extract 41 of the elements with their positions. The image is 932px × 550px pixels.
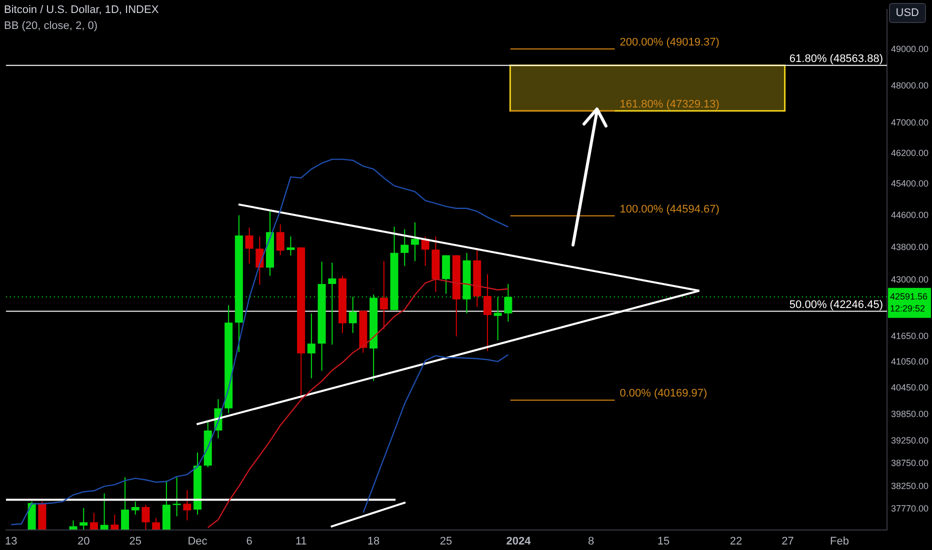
y-tick-label: 38250.00 xyxy=(891,481,929,492)
annotation: 0.00% (40169.97) xyxy=(620,388,708,400)
x-tick-label: 11 xyxy=(295,536,307,548)
annotation: 161.80% (47329.13) xyxy=(620,98,720,110)
annotation: 200.00% (49019.37) xyxy=(620,36,720,48)
x-tick-label: 8 xyxy=(588,536,594,548)
chart-title: Bitcoin / U.S. Dollar, 1D, INDEX xyxy=(4,4,159,16)
y-tick-label: 41050.00 xyxy=(891,356,929,366)
ref-line-label: 42591.56 xyxy=(890,291,928,302)
y-tick-label: 45400.00 xyxy=(891,178,929,189)
y-tick-label: 43000.00 xyxy=(891,274,929,285)
x-tick-label: Feb xyxy=(830,536,850,548)
y-tick-label: 40450.00 xyxy=(891,382,929,392)
x-tick-label: 25 xyxy=(129,536,142,548)
x-tick-label: 25 xyxy=(440,536,452,548)
y-axis-title: USD xyxy=(888,3,926,23)
ref-line-label: 50.00% (42246.45) xyxy=(789,298,883,311)
x-tick-label: 18 xyxy=(367,536,380,548)
annotation: 100.00% (44594.67) xyxy=(620,203,720,216)
y-tick-label: 37770.00 xyxy=(891,503,929,514)
y-tick-label: 38750.00 xyxy=(891,458,929,468)
text: BB (20, close, 2, 0) xyxy=(4,20,98,32)
y-tick-label: 39250.00 xyxy=(891,436,929,446)
x-tick-label: 20 xyxy=(77,536,90,548)
x-tick-label: 22 xyxy=(730,536,742,548)
ref-line-label: 61.80% (48563.88) xyxy=(789,52,883,65)
y-tick-label: 43800.00 xyxy=(891,242,929,252)
y-tick-label: 41650.00 xyxy=(891,330,929,341)
y-tick-label: 49000.00 xyxy=(891,44,929,54)
y-tick-label: 48000.00 xyxy=(891,80,929,90)
x-tick-label: 27 xyxy=(782,536,794,548)
x-tick-label: 6 xyxy=(246,536,252,548)
y-tick-label: 39850.00 xyxy=(891,408,929,419)
x-tick-label: 15 xyxy=(657,536,670,548)
y-tick-label: 47000.00 xyxy=(891,118,929,128)
y-tick-label: 44600.00 xyxy=(891,210,929,220)
y-tick-label: 46200.00 xyxy=(891,148,929,158)
x-tick-label: Dec xyxy=(188,536,208,548)
x-tick-label: 2024 xyxy=(506,536,532,548)
x-tick-label: 13 xyxy=(4,536,18,548)
text: 12:29:52 xyxy=(890,303,926,314)
